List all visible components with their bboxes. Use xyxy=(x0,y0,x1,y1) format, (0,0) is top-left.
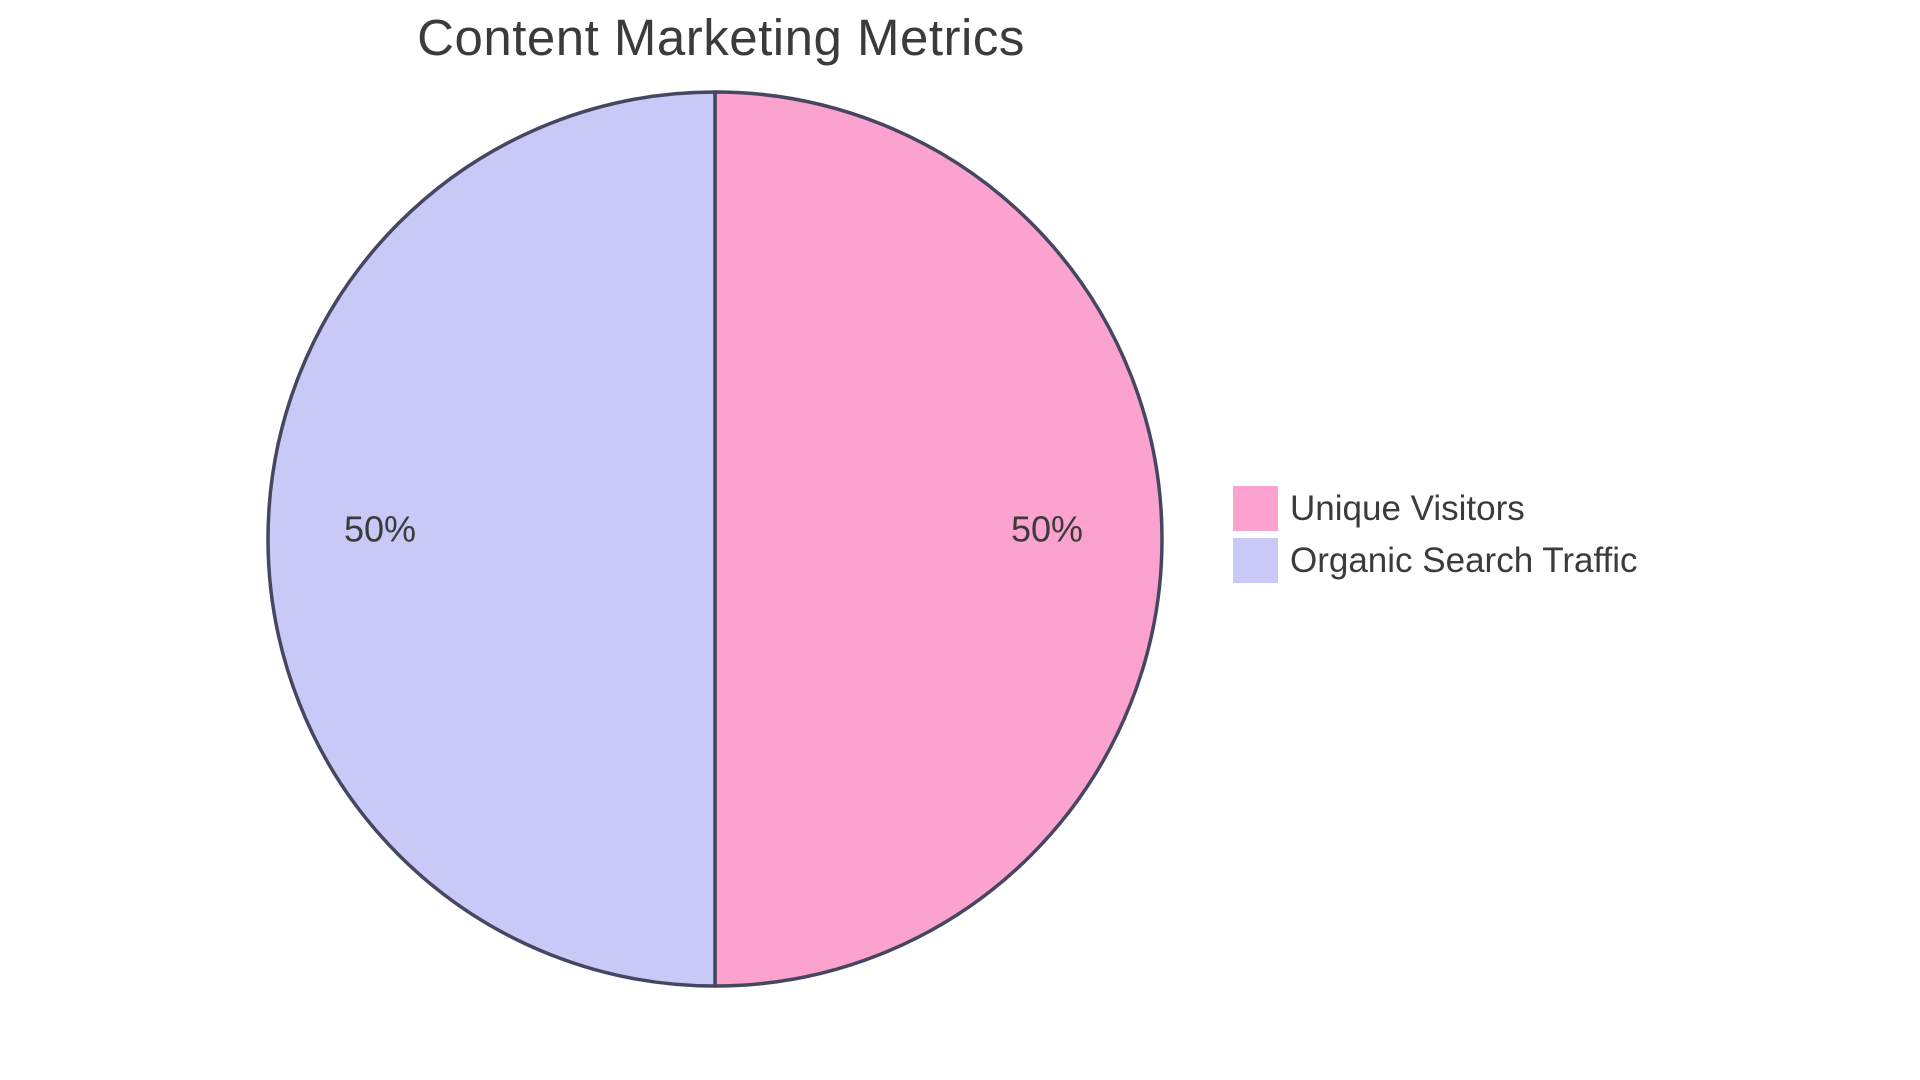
legend-item-unique-visitors[interactable]: Unique Visitors xyxy=(1233,486,1638,531)
pct-label-organic-search-traffic: 50% xyxy=(344,509,416,550)
legend-swatch-organic-search-traffic xyxy=(1233,538,1278,583)
chart-title: Content Marketing Metrics xyxy=(417,9,1025,66)
legend-swatch-unique-visitors xyxy=(1233,486,1278,531)
pct-label-unique-visitors: 50% xyxy=(1011,509,1083,550)
legend-label-unique-visitors: Unique Visitors xyxy=(1290,488,1525,528)
legend-label-organic-search-traffic: Organic Search Traffic xyxy=(1290,540,1638,580)
legend: Unique Visitors Organic Search Traffic xyxy=(1233,486,1638,583)
legend-item-organic-search-traffic[interactable]: Organic Search Traffic xyxy=(1233,538,1638,583)
pie-slice-organic-search-traffic[interactable] xyxy=(266,90,717,988)
pie-slice-unique-visitors[interactable] xyxy=(713,90,1164,988)
